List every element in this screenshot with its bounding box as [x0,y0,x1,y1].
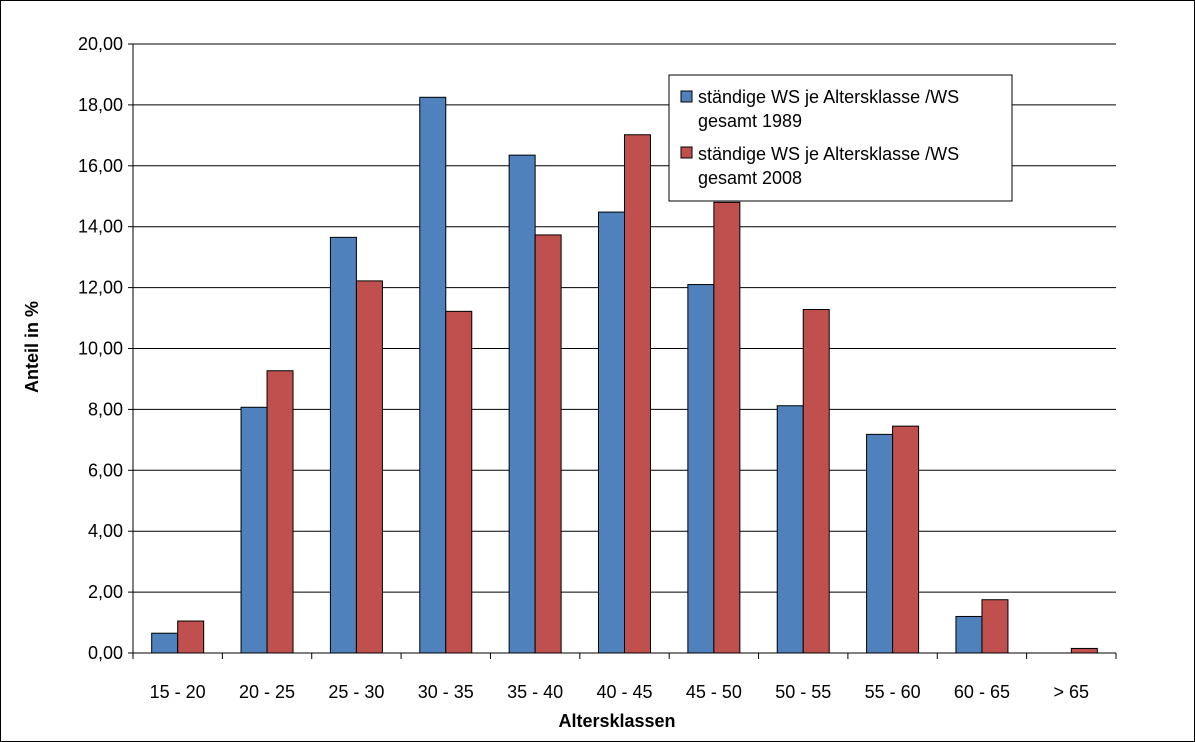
x-tick-label: 40 - 45 [596,682,652,702]
bar [151,632,179,654]
bar [329,236,357,654]
x-tick-label: 25 - 30 [328,682,384,702]
legend-label-1989-line1: ständige WS je Altersklasse /WS [698,87,959,107]
bar [1070,647,1098,654]
bar [892,425,920,654]
y-tick-label: 2,00 [88,582,123,602]
bar [355,280,383,654]
x-tick-label: 55 - 60 [865,682,921,702]
legend-box [668,74,1013,202]
x-tick-label: 35 - 40 [507,682,563,702]
y-tick-label: 10,00 [78,339,123,359]
bar [598,211,625,654]
y-tick-label: 12,00 [78,278,123,298]
bar [866,433,894,654]
y-tick-label: 20,00 [78,34,123,54]
y-tick-label: 6,00 [88,460,123,480]
x-tick-label: 60 - 65 [954,682,1010,702]
y-tick-label: 0,00 [88,643,123,663]
bar [534,234,562,654]
x-tick-label: 50 - 55 [775,682,831,702]
bar [508,154,536,654]
x-tick-label: > 65 [1054,682,1090,702]
y-tick-label: 18,00 [78,95,123,115]
bar [240,406,268,654]
x-tick-label: 45 - 50 [686,682,742,702]
y-tick-label: 14,00 [78,217,123,237]
legend-label-2008-line1: ständige WS je Altersklasse /WS [698,144,959,164]
x-axis-title: Altersklassen [558,711,675,731]
bar [802,309,830,654]
bar [624,134,651,654]
bar [419,96,447,654]
y-tick-label: 4,00 [88,521,123,541]
x-tick-labels: 15 - 20 20 - 25 25 - 30 30 - 35 35 - 40 40 - … [132,653,1117,702]
y-tick-label: 16,00 [78,156,123,176]
legend-swatch-1989 [680,90,693,103]
legend-label-2008-line2: gesamt 2008 [698,168,802,188]
y-tick-labels: 0,00 2,00 4,00 6,00 8,00 10,00 12,00 14,00 16,00… [78,34,133,663]
bars [151,96,1098,654]
x-tick-label: 15 - 20 [150,682,206,702]
bar [445,310,473,654]
legend: ständige WS je Altersklasse /WS gesamt 1… [668,74,1013,202]
y-tick-label: 8,00 [88,399,123,419]
bar [955,615,983,654]
legend-swatch-2008 [680,146,693,159]
bar [266,370,294,654]
bar [687,284,715,654]
bar [981,599,1009,654]
y-axis-title: Anteil in % [22,301,42,393]
x-tick-label: 30 - 35 [418,682,474,702]
bar [177,620,205,654]
bar [713,201,741,654]
x-tick-label: 20 - 25 [239,682,295,702]
bar [776,405,804,654]
legend-label-1989-line2: gesamt 1989 [698,111,802,131]
